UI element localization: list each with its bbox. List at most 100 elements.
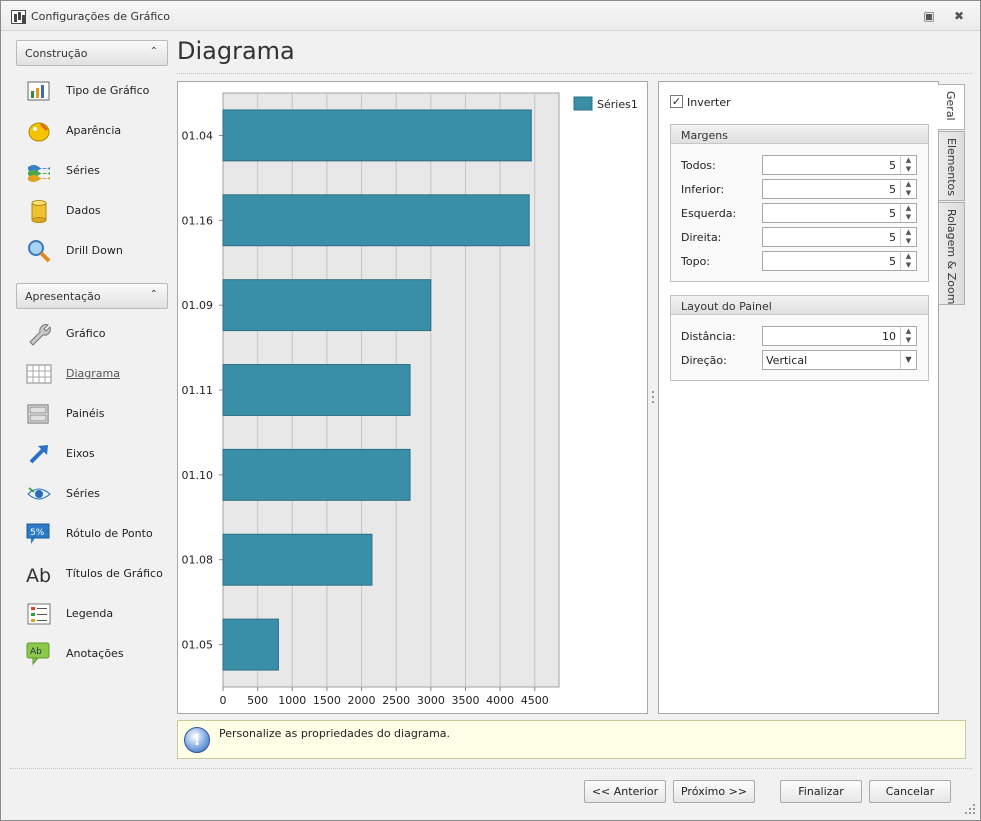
invert-checkbox[interactable]: ✓ xyxy=(670,95,683,108)
sidebar-item-paineis[interactable]: Painéis xyxy=(22,398,172,430)
sidebar-item-eixos[interactable]: Eixos xyxy=(22,438,172,470)
x-tick-label: 3000 xyxy=(417,694,445,707)
properties-panel: ✓ Inverter Margens Todos: 5 ▲ ▼ Inferior:… xyxy=(658,81,939,714)
margin-left-spinner[interactable]: 5 ▲ ▼ xyxy=(762,203,917,223)
margin-right-label: Direita: xyxy=(681,231,722,244)
legend-label: Séries1 xyxy=(597,98,638,111)
margin-bottom-label: Inferior: xyxy=(681,183,725,196)
tab-geral[interactable]: Geral xyxy=(938,84,965,130)
sidebar-item-tipo-de-grafico[interactable]: Tipo de Gráfico xyxy=(22,75,172,107)
next-button[interactable]: Próximo >> xyxy=(673,780,755,803)
chart-type-icon xyxy=(27,81,50,101)
sidebar-item-drill-down[interactable]: Drill Down xyxy=(22,235,172,267)
distance-label: Distância: xyxy=(681,330,736,343)
margin-top-spinner[interactable]: 5 ▲ ▼ xyxy=(762,251,917,271)
tab-rolagem-zoom[interactable]: Rolagem & Zoom xyxy=(938,202,965,305)
spin-up-icon[interactable]: ▲ xyxy=(905,156,912,164)
bar xyxy=(222,194,530,247)
direction-label: Direção: xyxy=(681,354,727,367)
spinner-buttons[interactable]: ▲ ▼ xyxy=(900,180,916,198)
svg-text:5%: 5% xyxy=(30,528,45,538)
sidebar-item-label: Drill Down xyxy=(66,244,123,257)
spinner-buttons[interactable]: ▲ ▼ xyxy=(900,252,916,270)
sidebar-item-label: Séries xyxy=(66,164,100,177)
sidebar-item-dados[interactable]: Dados xyxy=(22,195,172,227)
direction-row: Direção: Vertical ▼ xyxy=(681,350,927,370)
y-tick-label: 01.08 xyxy=(182,554,214,567)
bar xyxy=(222,364,411,416)
chart-app-icon xyxy=(11,10,26,24)
series-stack-icon xyxy=(28,165,50,182)
sidebar-item-rotulo-de-ponto[interactable]: 5% Rótulo de Ponto xyxy=(22,518,172,550)
sidebar-item-titulos-de-grafico[interactable]: Ab Títulos de Gráfico xyxy=(22,558,172,590)
spinner-buttons[interactable]: ▲ ▼ xyxy=(900,327,916,345)
spinner-buttons[interactable]: ▲ ▼ xyxy=(900,228,916,246)
restore-icon[interactable]: ▣ xyxy=(923,9,935,23)
x-tick-label: 2000 xyxy=(348,694,376,707)
direction-select[interactable]: Vertical ▼ xyxy=(762,350,917,370)
chart-preview-panel[interactable]: 0 500 1000 1500 2000 2500 3000 3500 4000 4500 01.0… xyxy=(177,81,648,714)
info-hint-box: ! Personalize as propriedades do diagram… xyxy=(177,720,966,759)
distance-spinner[interactable]: 10 ▲ ▼ xyxy=(762,326,917,346)
direction-value: Vertical xyxy=(766,354,808,367)
sidebar-item-diagrama[interactable]: Diagrama xyxy=(22,358,172,390)
spin-down-icon[interactable]: ▼ xyxy=(905,336,912,344)
y-tick-label: 01.16 xyxy=(182,214,214,227)
spin-up-icon[interactable]: ▲ xyxy=(905,204,912,212)
sidebar-item-anotacoes[interactable]: Ab Anotações xyxy=(22,638,172,670)
spin-up-icon[interactable]: ▲ xyxy=(905,327,912,335)
spin-up-icon[interactable]: ▲ xyxy=(905,252,912,260)
chevron-down-icon[interactable]: ▼ xyxy=(900,351,916,369)
palette-icon xyxy=(28,122,50,142)
y-tick-label: 01.04 xyxy=(182,129,214,142)
spinner-buttons[interactable]: ▲ ▼ xyxy=(900,204,916,222)
x-tick-label: 1500 xyxy=(313,694,341,707)
spin-up-icon[interactable]: ▲ xyxy=(905,180,912,188)
database-icon xyxy=(31,200,47,223)
sidebar-item-legenda[interactable]: Legenda xyxy=(22,598,172,630)
sidebar-item-label: Eixos xyxy=(66,447,95,460)
tab-elementos[interactable]: Elementos xyxy=(938,131,965,201)
margin-bottom-value: 5 xyxy=(889,183,896,196)
cancel-button[interactable]: Cancelar xyxy=(869,780,951,803)
spin-down-icon[interactable]: ▼ xyxy=(905,237,912,245)
sidebar-item-label: Rótulo de Ponto xyxy=(66,527,153,540)
splitter-handle[interactable] xyxy=(651,391,655,407)
margins-group: Margens Todos: 5 ▲ ▼ Inferior: 5 ▲ ▼ Esque… xyxy=(670,124,929,282)
margin-bottom-spinner[interactable]: 5 ▲ ▼ xyxy=(762,179,917,199)
distance-row: Distância: 10 ▲ ▼ xyxy=(681,326,927,346)
magnifier-icon xyxy=(28,240,51,263)
group-header-construcao[interactable]: Construção ⌃ xyxy=(16,40,168,66)
margin-all-spinner[interactable]: 5 ▲ ▼ xyxy=(762,155,917,175)
group-header-label: Apresentação xyxy=(25,290,101,303)
sidebar-item-grafico[interactable]: Gráfico xyxy=(22,318,172,350)
sidebar-item-series[interactable]: Séries xyxy=(22,155,172,187)
pane-layout-group-title: Layout do Painel xyxy=(671,296,928,315)
sidebar-item-aparencia[interactable]: Aparência xyxy=(22,115,172,147)
svg-text:Ab: Ab xyxy=(26,565,51,586)
sidebar-item-label: Diagrama xyxy=(66,367,120,380)
sidebar-item-label: Gráfico xyxy=(66,327,106,340)
sidebar-item-series-2[interactable]: Séries xyxy=(22,478,172,510)
x-tick-label: 0 xyxy=(220,694,227,707)
margin-right-row: Direita: 5 ▲ ▼ xyxy=(681,227,927,247)
bar xyxy=(222,109,532,162)
spin-up-icon[interactable]: ▲ xyxy=(905,228,912,236)
group-header-apresentacao[interactable]: Apresentação ⌃ xyxy=(16,283,168,309)
tab-rolagem-zoom-label: Rolagem & Zoom xyxy=(945,209,958,305)
margin-all-value: 5 xyxy=(889,159,896,172)
spin-down-icon[interactable]: ▼ xyxy=(905,165,912,173)
legend-swatch xyxy=(573,96,593,111)
close-icon[interactable]: ✖ xyxy=(953,9,965,23)
annotation-icon: Ab xyxy=(26,642,50,666)
resize-grip-icon[interactable] xyxy=(963,802,977,816)
tab-elementos-label: Elementos xyxy=(945,138,958,197)
spinner-buttons[interactable]: ▲ ▼ xyxy=(900,156,916,174)
margin-right-spinner[interactable]: 5 ▲ ▼ xyxy=(762,227,917,247)
spin-down-icon[interactable]: ▼ xyxy=(905,261,912,269)
margin-left-label: Esquerda: xyxy=(681,207,737,220)
finish-button[interactable]: Finalizar xyxy=(780,780,862,803)
spin-down-icon[interactable]: ▼ xyxy=(905,189,912,197)
previous-button[interactable]: << Anterior xyxy=(584,780,666,803)
spin-down-icon[interactable]: ▼ xyxy=(905,213,912,221)
